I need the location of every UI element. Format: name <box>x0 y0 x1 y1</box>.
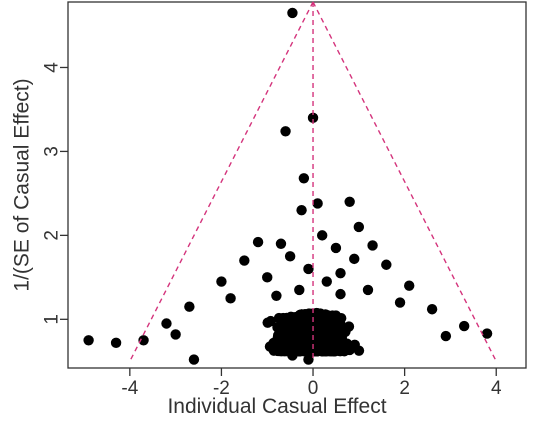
data-point <box>344 196 355 207</box>
data-point <box>83 335 94 346</box>
y-tick-label: 2 <box>42 230 63 241</box>
data-point <box>188 354 200 365</box>
axes-layer <box>60 1 527 376</box>
data-point <box>320 315 331 326</box>
data-point <box>275 238 287 249</box>
data-point <box>353 221 365 233</box>
data-point <box>296 204 307 216</box>
data-point <box>300 318 312 329</box>
funnel-right-line <box>312 1 497 362</box>
data-point <box>225 293 236 304</box>
data-point <box>335 328 346 340</box>
x-axis-label: Individual Casual Effect <box>167 395 386 418</box>
data-point <box>404 280 415 291</box>
data-point <box>252 236 264 248</box>
data-point <box>335 288 346 300</box>
data-point <box>426 304 438 315</box>
data-point <box>170 329 181 340</box>
data-point <box>310 314 321 325</box>
points-layer <box>83 7 493 365</box>
data-point <box>324 340 335 351</box>
data-point <box>316 230 328 241</box>
data-point <box>303 263 314 275</box>
data-point <box>349 253 360 265</box>
data-point <box>394 297 406 308</box>
data-point <box>303 354 314 365</box>
data-point <box>271 290 282 302</box>
data-point <box>353 345 365 356</box>
labels-layer: -4 -2 0 2 4 1 2 3 4 Individual Casual Effect 1/(SE… <box>11 62 502 418</box>
data-point <box>458 320 470 332</box>
data-point <box>216 276 227 287</box>
data-point <box>265 315 276 327</box>
data-point <box>284 251 296 262</box>
data-point <box>287 7 298 19</box>
data-point <box>296 340 307 351</box>
data-point <box>277 314 288 325</box>
data-point <box>298 173 310 184</box>
y-axis-label: 1/(SE of Casual Effect) <box>11 78 34 291</box>
reference-lines-layer <box>129 1 497 362</box>
data-point <box>272 340 283 352</box>
data-point <box>381 259 392 270</box>
data-point <box>280 126 291 137</box>
data-point <box>334 320 346 332</box>
y-tick-label: 1 <box>42 314 63 325</box>
data-point <box>294 284 305 296</box>
data-point <box>367 240 378 251</box>
data-point <box>338 346 350 357</box>
data-point <box>362 284 374 296</box>
data-point <box>291 328 302 339</box>
x-tick-label: 0 <box>308 378 319 399</box>
data-point <box>307 112 319 124</box>
x-tick-label: 4 <box>491 378 502 399</box>
y-tick-label: 4 <box>42 62 63 73</box>
data-point <box>312 198 323 209</box>
data-point <box>161 318 172 329</box>
funnel-left-line <box>129 1 314 362</box>
x-tick-label: -2 <box>213 378 230 399</box>
y-tick-label: 3 <box>42 146 63 157</box>
data-point <box>321 276 332 287</box>
data-point <box>319 331 330 342</box>
x-tick-label: -4 <box>121 378 138 399</box>
data-point <box>308 326 320 338</box>
data-point <box>262 272 273 283</box>
x-tick-label: 2 <box>399 378 410 399</box>
data-point <box>110 337 122 349</box>
data-point <box>440 330 452 342</box>
data-point <box>287 350 298 361</box>
plot-frame <box>67 1 527 369</box>
data-point <box>330 242 342 254</box>
data-point <box>286 311 298 323</box>
data-point <box>335 267 346 279</box>
data-point <box>239 255 250 266</box>
data-point <box>138 335 149 346</box>
data-point <box>481 328 493 339</box>
data-point <box>184 301 195 312</box>
